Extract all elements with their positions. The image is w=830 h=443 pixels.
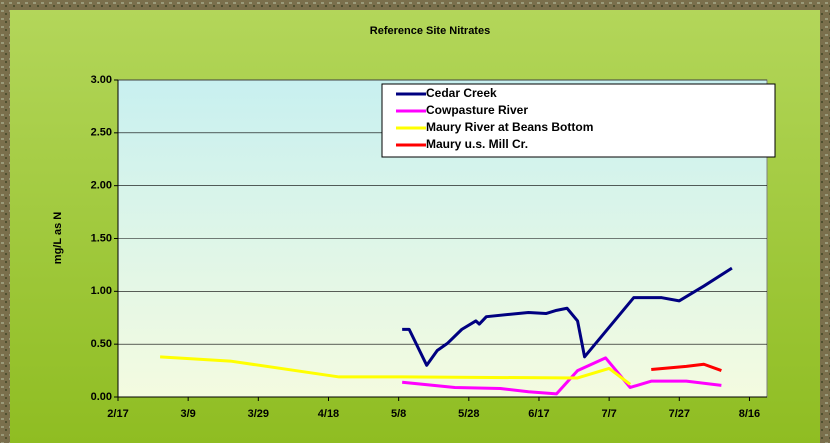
chart: Reference Site Nitrates mg/L as N 0.00 0.… xyxy=(0,0,830,443)
x-tick-label: 8/16 xyxy=(739,408,760,420)
y-tick-label: 0.50 xyxy=(91,338,112,350)
legend-label: Maury u.s. Mill Cr. xyxy=(426,137,528,151)
y-tick-label: 2.50 xyxy=(91,127,112,139)
y-tick-label: 0.00 xyxy=(91,391,112,403)
x-tick-label: 5/28 xyxy=(458,408,479,420)
x-tick-label: 4/18 xyxy=(318,408,339,420)
y-tick-label: 1.50 xyxy=(91,232,112,244)
x-tick-label: 2/17 xyxy=(107,408,128,420)
legend-label: Cedar Creek xyxy=(426,86,497,100)
x-tick-label: 7/27 xyxy=(669,408,690,420)
legend-label: Cowpasture River xyxy=(426,103,528,117)
x-tick-label: 3/29 xyxy=(248,408,269,420)
x-tick-label: 3/9 xyxy=(181,408,196,420)
legend-label: Maury River at Beans Bottom xyxy=(426,120,593,134)
y-axis-label: mg/L as N xyxy=(52,212,64,264)
x-tick-label: 7/7 xyxy=(601,408,616,420)
x-tick-label: 6/17 xyxy=(528,408,549,420)
y-tick-label: 1.00 xyxy=(91,285,112,297)
chart-title: Reference Site Nitrates xyxy=(370,25,490,37)
x-tick-label: 5/8 xyxy=(391,408,406,420)
y-tick-label: 2.00 xyxy=(91,180,112,192)
y-tick-label: 3.00 xyxy=(91,74,112,86)
